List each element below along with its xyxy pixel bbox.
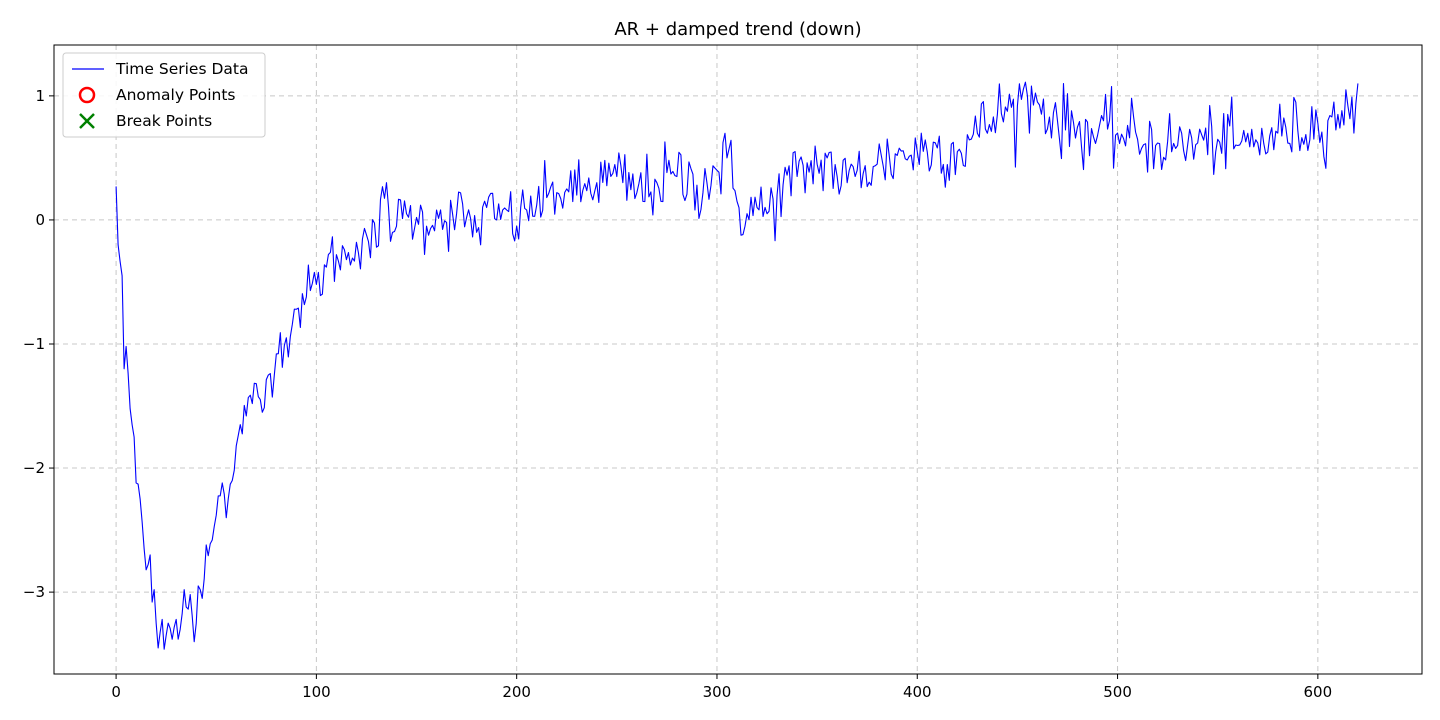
- grid: [54, 45, 1422, 674]
- x-axis: 0 100 200 300 400 500 600: [111, 674, 1332, 701]
- y-tick-label: −3: [23, 583, 45, 601]
- plot-frame: [53, 44, 1423, 675]
- x-tick-label: 100: [302, 683, 331, 701]
- chart-title: AR + damped trend (down): [614, 19, 861, 40]
- legend-box: [62, 52, 266, 138]
- x-tick-label: 0: [111, 683, 121, 701]
- x-tick-label: 300: [703, 683, 732, 701]
- x-tick-label: 500: [1103, 683, 1132, 701]
- legend-x-marker: [79, 113, 95, 129]
- series-line-0: [115, 81, 1359, 650]
- legend-label-break: Break Points: [116, 112, 212, 130]
- legend-label-time-series: Time Series Data: [115, 60, 248, 78]
- y-tick-label: 0: [35, 211, 45, 229]
- x-tick-label: 400: [903, 683, 932, 701]
- y-tick-label: −2: [23, 459, 45, 477]
- x-tick-label: 200: [502, 683, 531, 701]
- y-axis: 1 0 −1 −2 −3: [23, 87, 54, 601]
- series-layer: [115, 81, 1359, 650]
- y-tick-label: −1: [23, 335, 45, 353]
- y-tick-label: 1: [35, 87, 45, 105]
- x-tick-label: 600: [1304, 683, 1333, 701]
- legend: Time Series Data Anomaly Points Break Po…: [62, 52, 266, 138]
- legend-label-anomaly: Anomaly Points: [116, 86, 235, 104]
- legend-circle-marker: [78, 86, 96, 104]
